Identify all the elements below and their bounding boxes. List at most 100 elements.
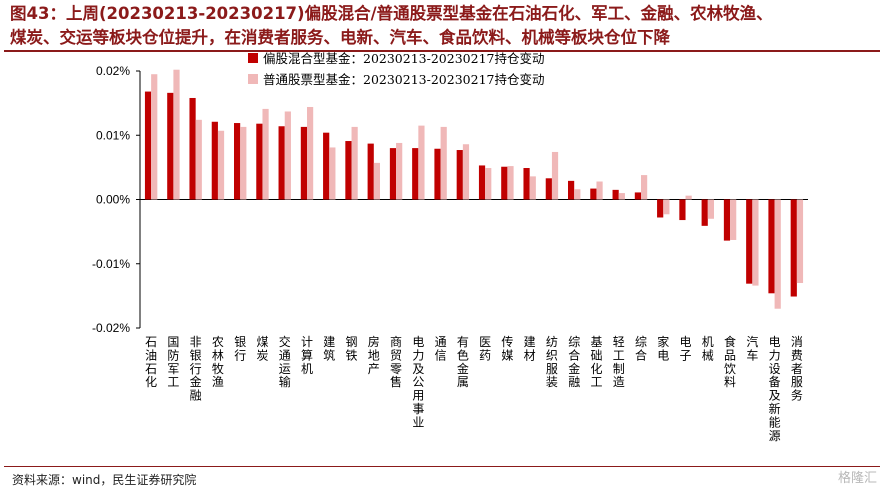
bar-series-1 xyxy=(211,121,218,200)
bar-series-1 xyxy=(523,168,530,200)
bar-series-1 xyxy=(456,150,463,200)
category-label: 电力设备及新能源 xyxy=(769,335,781,443)
category-label: 煤炭 xyxy=(256,335,268,362)
bar-series-2 xyxy=(641,175,648,200)
bar-series-2 xyxy=(217,130,225,200)
bar-series-2 xyxy=(574,189,581,200)
bar-series-2 xyxy=(529,176,536,200)
bar-series-2 xyxy=(396,142,403,200)
bar-series-1 xyxy=(367,143,374,200)
category-label: 医药 xyxy=(479,335,491,362)
bar-series-1 xyxy=(300,126,307,200)
legend-swatch-series-2 xyxy=(248,74,258,84)
bar-series-1 xyxy=(634,192,641,200)
bar-series-2 xyxy=(440,126,447,200)
legend-label-series-1: 偏股混合型基金：20230213-20230217持仓变动 xyxy=(263,51,544,66)
category-label: 综合金融 xyxy=(568,335,580,389)
bar-series-1 xyxy=(389,148,397,200)
bar-series-1 xyxy=(612,189,619,200)
category-label: 食品饮料 xyxy=(724,334,736,389)
y-tick-label: 0.02% xyxy=(96,64,130,78)
category-label: 非银行金融 xyxy=(190,335,202,403)
category-label: 建材 xyxy=(524,335,536,362)
bar-series-1 xyxy=(412,148,419,200)
category-label: 传媒 xyxy=(501,334,513,362)
category-label: 综合 xyxy=(635,335,647,362)
bar-series-2 xyxy=(373,162,380,200)
bar-series-1 xyxy=(768,199,775,294)
bar-series-1 xyxy=(189,97,196,200)
bar-series-1 xyxy=(657,199,664,218)
category-label: 建筑 xyxy=(323,335,335,362)
bar-series-2 xyxy=(752,199,759,286)
category-label: 钢铁 xyxy=(346,335,358,362)
bar-series-2 xyxy=(707,199,714,219)
category-label: 家电 xyxy=(657,334,669,362)
bar-series-2 xyxy=(151,74,158,200)
bar-series-1 xyxy=(590,188,597,200)
bar-series-2 xyxy=(730,199,737,240)
bar-series-1 xyxy=(144,91,152,200)
y-tick-label: 0.00% xyxy=(96,193,130,207)
bar-series-2 xyxy=(507,166,514,200)
bar-series-2 xyxy=(240,126,247,200)
category-label: 基础化工 xyxy=(590,335,602,389)
bar-series-2 xyxy=(195,119,202,200)
y-tick-label: -0.01% xyxy=(92,257,130,271)
bar-series-2 xyxy=(685,195,692,200)
category-label: 国防军工 xyxy=(167,335,179,389)
legend-label-series-2: 普通股票型基金：20230213-20230217持仓变动 xyxy=(263,72,544,87)
bar-series-2 xyxy=(485,168,492,200)
bar-series-2 xyxy=(774,199,781,309)
category-label: 房地产 xyxy=(368,334,380,376)
chart-title: 图43：上周(20230213-20230217)偏股混合/普通股票型基金在石油… xyxy=(10,2,880,50)
category-label: 计算机 xyxy=(301,335,313,376)
title-line-2: 煤炭、交运等板块仓位提升，在消费者服务、电新、汽车、食品饮料、机械等板块仓位下降 xyxy=(10,28,670,47)
category-label: 农林牧渔 xyxy=(212,335,224,389)
bar-series-1 xyxy=(345,141,352,200)
category-label: 汽车 xyxy=(746,334,758,362)
category-label: 消费者服务 xyxy=(791,335,803,403)
category-label: 交通运输 xyxy=(279,334,291,389)
bar-series-2 xyxy=(329,147,336,200)
category-label: 纺织服装 xyxy=(546,335,558,389)
bar-series-2 xyxy=(307,106,314,200)
y-tick-label: 0.01% xyxy=(96,128,130,142)
bar-series-1 xyxy=(434,148,441,200)
category-label: 轻工制造 xyxy=(613,335,625,389)
bar-series-2 xyxy=(262,108,269,200)
bar-series-1 xyxy=(701,199,708,226)
category-label: 机械 xyxy=(702,335,714,362)
bar-series-1 xyxy=(545,178,552,200)
bar-series-2 xyxy=(173,69,180,200)
bar-series-1 xyxy=(679,199,686,221)
category-label: 有色金属 xyxy=(457,335,469,389)
legend-swatch-series-1 xyxy=(248,53,258,63)
category-label: 石油石化 xyxy=(145,335,157,389)
category-label: 通信 xyxy=(435,335,447,362)
bar-series-2 xyxy=(462,144,470,200)
bar-series-2 xyxy=(663,199,670,215)
y-tick-label: -0.02% xyxy=(92,321,130,335)
bar-series-2 xyxy=(618,193,625,200)
bar-series-1 xyxy=(568,180,575,200)
bar-series-2 xyxy=(284,111,291,200)
bar-series-1 xyxy=(167,92,174,200)
bar-series-1 xyxy=(278,126,285,200)
bar-series-1 xyxy=(723,199,731,241)
category-label: 商贸零售 xyxy=(390,334,402,389)
bar-series-1 xyxy=(478,165,486,200)
bar-series-2 xyxy=(351,126,358,200)
category-label: 电子 xyxy=(680,335,692,362)
bar-series-1 xyxy=(323,132,330,200)
category-label: 电力及公用事业 xyxy=(412,335,424,429)
bar-series-1 xyxy=(790,199,797,297)
bar-series-2 xyxy=(551,151,559,200)
footer-divider xyxy=(4,466,880,467)
title-divider xyxy=(4,50,880,52)
bar-series-1 xyxy=(234,123,241,200)
source-note: 资料来源：wind，民生证券研究院 xyxy=(12,473,197,487)
title-line-1: 图43：上周(20230213-20230217)偏股混合/普通股票型基金在石油… xyxy=(10,4,773,23)
bar-series-1 xyxy=(746,199,753,284)
